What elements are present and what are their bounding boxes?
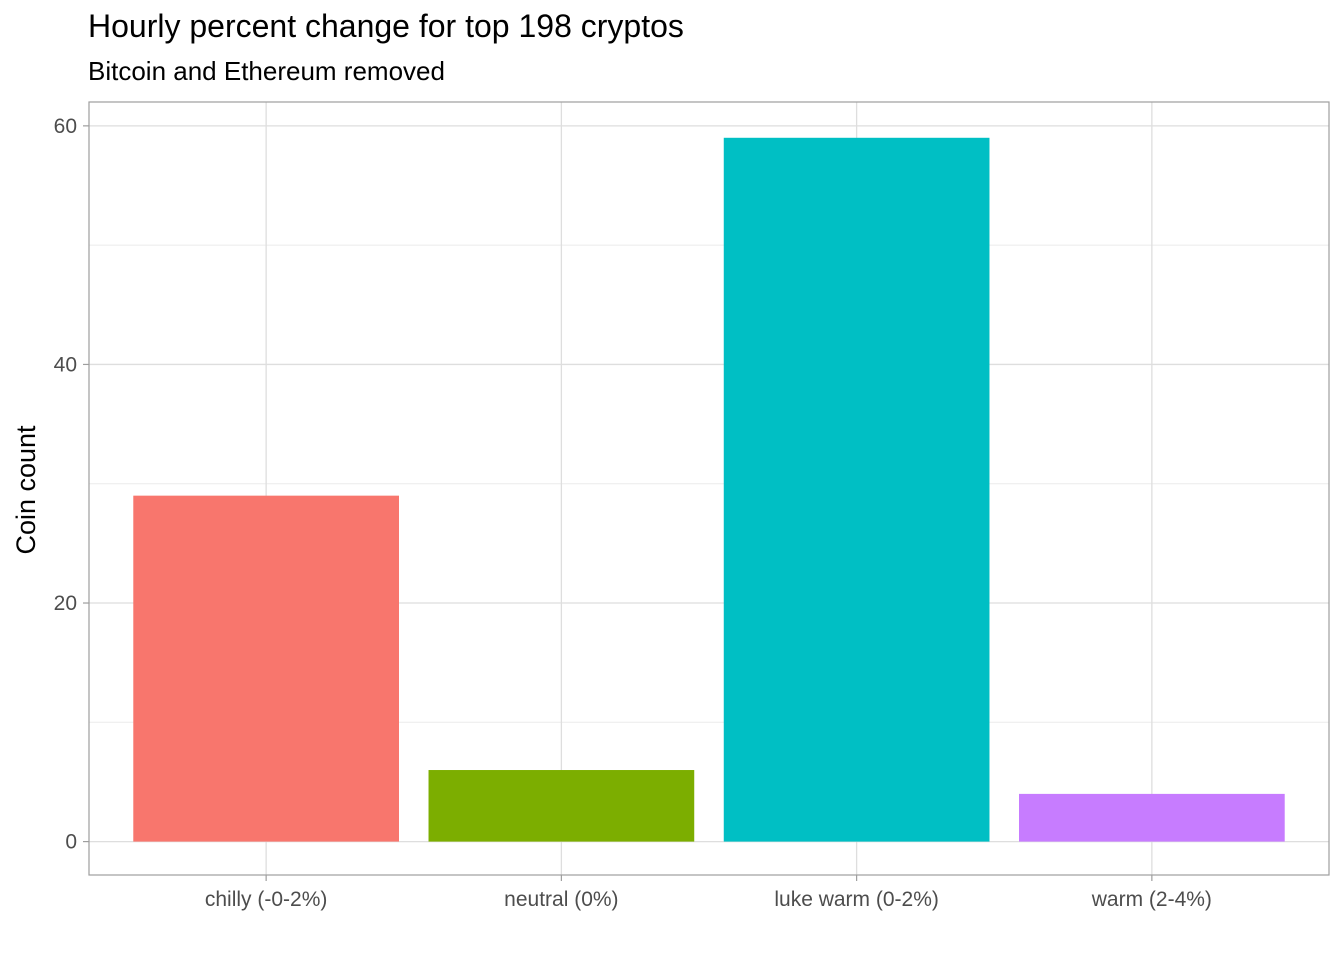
- x-axis: chilly (-0-2%) neutral (0%) luke warm (0-2…: [205, 875, 1212, 911]
- x-tick-label: chilly (-0-2%): [205, 888, 328, 911]
- chart-title: Hourly percent change for top 198 crypto…: [88, 8, 684, 44]
- chart-subtitle: Bitcoin and Ethereum removed: [88, 56, 445, 86]
- y-tick-label: 60: [54, 115, 77, 138]
- x-tick-label: warm (2-4%): [1091, 888, 1212, 911]
- y-axis: 0 20 40 60: [54, 115, 89, 854]
- bar: [428, 770, 695, 842]
- y-axis-title: Coin count: [11, 425, 41, 555]
- x-tick-label: luke warm (0-2%): [774, 888, 939, 911]
- y-tick-label: 40: [54, 353, 77, 376]
- bar: [1019, 793, 1285, 842]
- bar: [133, 495, 400, 842]
- y-tick-label: 0: [65, 831, 77, 854]
- plot-panel-border: [88, 101, 1330, 876]
- y-tick-label: 20: [54, 592, 77, 615]
- bars: [133, 137, 1285, 842]
- bar: [723, 137, 990, 842]
- x-tick-label: neutral (0%): [504, 888, 618, 911]
